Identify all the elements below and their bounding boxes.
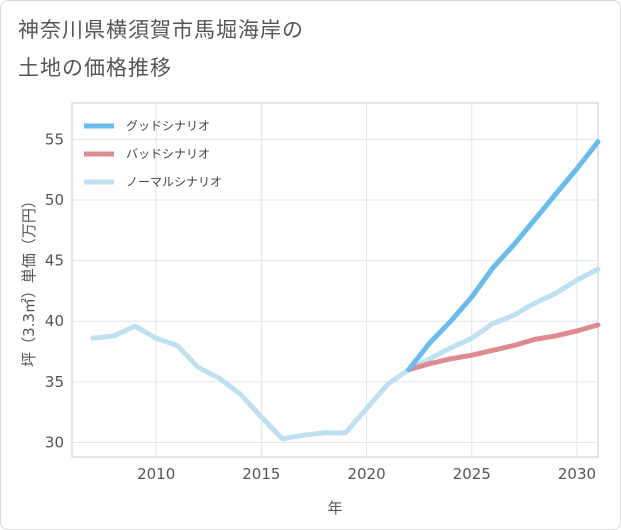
y-tick-label-30: 30 — [45, 433, 64, 451]
series-line-2 — [90, 266, 601, 442]
chart-title-line2: 土地の価格推移 — [18, 56, 172, 80]
legend-label-2: ノーマルシナリオ — [126, 175, 222, 189]
x-tick-label-2025: 2025 — [453, 465, 491, 483]
x-tick-label-2015: 2015 — [242, 465, 280, 483]
y-tick-label-55: 55 — [45, 130, 64, 148]
x-tick-label-2020: 2020 — [347, 465, 385, 483]
y-tick-label-45: 45 — [45, 252, 64, 270]
y-tick-label-35: 35 — [45, 373, 64, 391]
legend-label-0: グッドシナリオ — [126, 119, 210, 133]
plot-area — [71, 102, 599, 458]
y-axis-title: 坪（3.3㎡）単価（万円） — [20, 193, 38, 367]
x-tick-label-2030: 2030 — [558, 465, 596, 483]
series-line-0 — [406, 139, 601, 373]
chart-title-line1: 神奈川県横須賀市馬堀海岸の — [18, 18, 304, 42]
y-tick-label-50: 50 — [45, 191, 64, 209]
y-tick-label-40: 40 — [45, 312, 64, 330]
legend-label-1: バッドシナリオ — [126, 147, 210, 161]
x-axis-title: 年 — [327, 499, 342, 517]
x-tick-label-2010: 2010 — [137, 465, 175, 483]
series-line-1 — [406, 322, 601, 373]
